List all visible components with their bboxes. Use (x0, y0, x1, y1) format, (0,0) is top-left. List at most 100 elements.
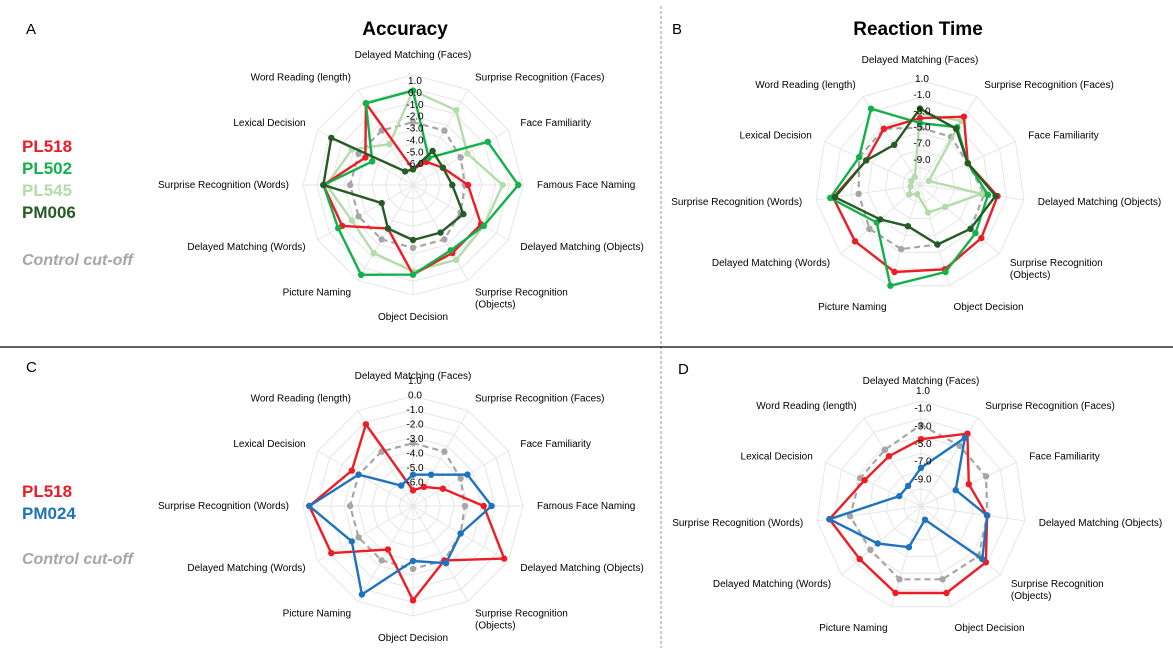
series-point (916, 105, 924, 112)
series-point (355, 213, 362, 220)
axis-label-line: Lexical Decision (233, 118, 305, 129)
grid-ring (832, 96, 1008, 270)
grid-ring (903, 487, 939, 524)
tick-label: -5.0 (406, 147, 424, 158)
series-point (856, 555, 863, 563)
series-point (914, 191, 921, 198)
series-point (866, 225, 873, 232)
series-point (911, 173, 918, 181)
axis-label-line: Delayed Matching (Faces) (355, 371, 472, 382)
grid-spoke (412, 89, 469, 186)
grid-ring (902, 166, 938, 203)
series-point (409, 471, 417, 478)
tick-label: -5.0 (406, 463, 424, 474)
axis-label: Surprise Recognition (Objects) (1010, 258, 1103, 281)
series-point (355, 534, 362, 541)
series-point (357, 271, 365, 278)
axis-label-line: Surprise Recognition (Faces) (475, 394, 605, 405)
tick-label: -9.0 (914, 474, 932, 485)
series-point (916, 119, 924, 127)
axis-label-line: Face Familiarity (520, 439, 591, 450)
series-point (904, 482, 912, 490)
axis-label-line: Surprise Recognition (Words) (672, 518, 803, 529)
axis-label: Delayed Matching (Faces) (355, 371, 472, 382)
series-point (484, 138, 491, 145)
series-point (881, 446, 889, 453)
series-point (439, 485, 447, 492)
series-point (378, 557, 385, 564)
series-point (917, 436, 925, 443)
series-point (898, 245, 905, 253)
axis-label-line: Picture Naming (819, 623, 887, 634)
axis-label: Surprise Recognition (Objects) (475, 608, 568, 631)
axis-label-line: Surprise Recognition (475, 287, 568, 298)
axis-label-line: Surprise Recognition (Words) (158, 180, 289, 191)
series-point (384, 225, 392, 232)
legend-entry: PM006 (22, 203, 76, 222)
grid-spoke (824, 140, 921, 186)
series-point (409, 597, 417, 604)
series-point (409, 236, 417, 244)
series-point (488, 502, 495, 510)
axis-label-line: Delayed Matching (Objects) (1038, 197, 1161, 208)
series-point (437, 229, 444, 236)
tick-label: 1.0 (916, 386, 930, 397)
axis-label: Delayed Matching (Faces) (862, 55, 979, 66)
series-point (409, 118, 417, 126)
series-point (378, 199, 385, 207)
series-point (917, 421, 925, 429)
axis-label: Object Decision (954, 302, 1024, 313)
series-point (952, 125, 960, 132)
axis-label: Picture Naming (818, 302, 886, 313)
axis-label-line: Delayed Matching (Words) (712, 258, 830, 269)
series-line (857, 126, 986, 251)
series-point (943, 589, 950, 597)
axis-label: Word Reading (length) (251, 73, 351, 84)
grid-ring (867, 131, 973, 236)
grid-spoke (357, 505, 414, 602)
series-point (964, 160, 971, 167)
axis-label-line: Surprise Recognition (Faces) (985, 401, 1115, 412)
series-point (441, 448, 448, 455)
axis-label: Delayed Matching (Objects) (1038, 197, 1161, 208)
series-point (441, 236, 448, 243)
grid-ring (885, 470, 957, 541)
axis-label: Surprise Recognition (Words) (158, 180, 289, 191)
series-point (896, 576, 903, 583)
tick-label: 0.0 (408, 88, 422, 99)
radar-chart-reaction-time-d: 1.0 -1.0 -3.0 -5.0 -7.0 -9.0 Delayed Matching … (672, 376, 1162, 634)
tick-label: -3.0 (913, 106, 931, 117)
series-point (447, 247, 454, 254)
panel-letter-c: C (26, 359, 37, 376)
axis-label-line: Lexical Decision (233, 439, 305, 450)
series-point (972, 229, 979, 237)
axis-label-line: Word Reading (length) (251, 73, 351, 84)
axis-label-line: Delayed Matching (Objects) (520, 563, 643, 574)
series-point (874, 540, 881, 547)
series-point (409, 87, 417, 94)
grid-spoke (920, 505, 1025, 522)
legend-cutoff: Control cut-off (22, 551, 134, 568)
series-point (501, 555, 508, 562)
axis-label: Object Decision (378, 633, 448, 644)
tick-label: -7.0 (913, 139, 931, 150)
series-point (427, 471, 435, 478)
series-point (358, 591, 366, 598)
series-line (831, 115, 999, 274)
series-point (409, 244, 417, 252)
legend-entry: PL518 (22, 137, 72, 156)
tick-label: -7.0 (914, 457, 932, 468)
series-point (992, 192, 999, 200)
series-point (429, 147, 436, 155)
axis-label: Surprise Recognition (Words) (672, 518, 803, 529)
axis-label-line: Picture Naming (283, 287, 351, 298)
axis-label-line: Word Reading (length) (756, 401, 856, 412)
tick-label: -3.0 (914, 421, 932, 432)
axis-label: Delayed Matching (Words) (187, 242, 305, 253)
series-point (409, 271, 417, 278)
axis-label-line: Surprise Recognition (1011, 579, 1104, 590)
series-point (362, 421, 370, 428)
series-point (831, 194, 839, 201)
series-point (335, 225, 342, 232)
grid-ring (816, 400, 1026, 608)
